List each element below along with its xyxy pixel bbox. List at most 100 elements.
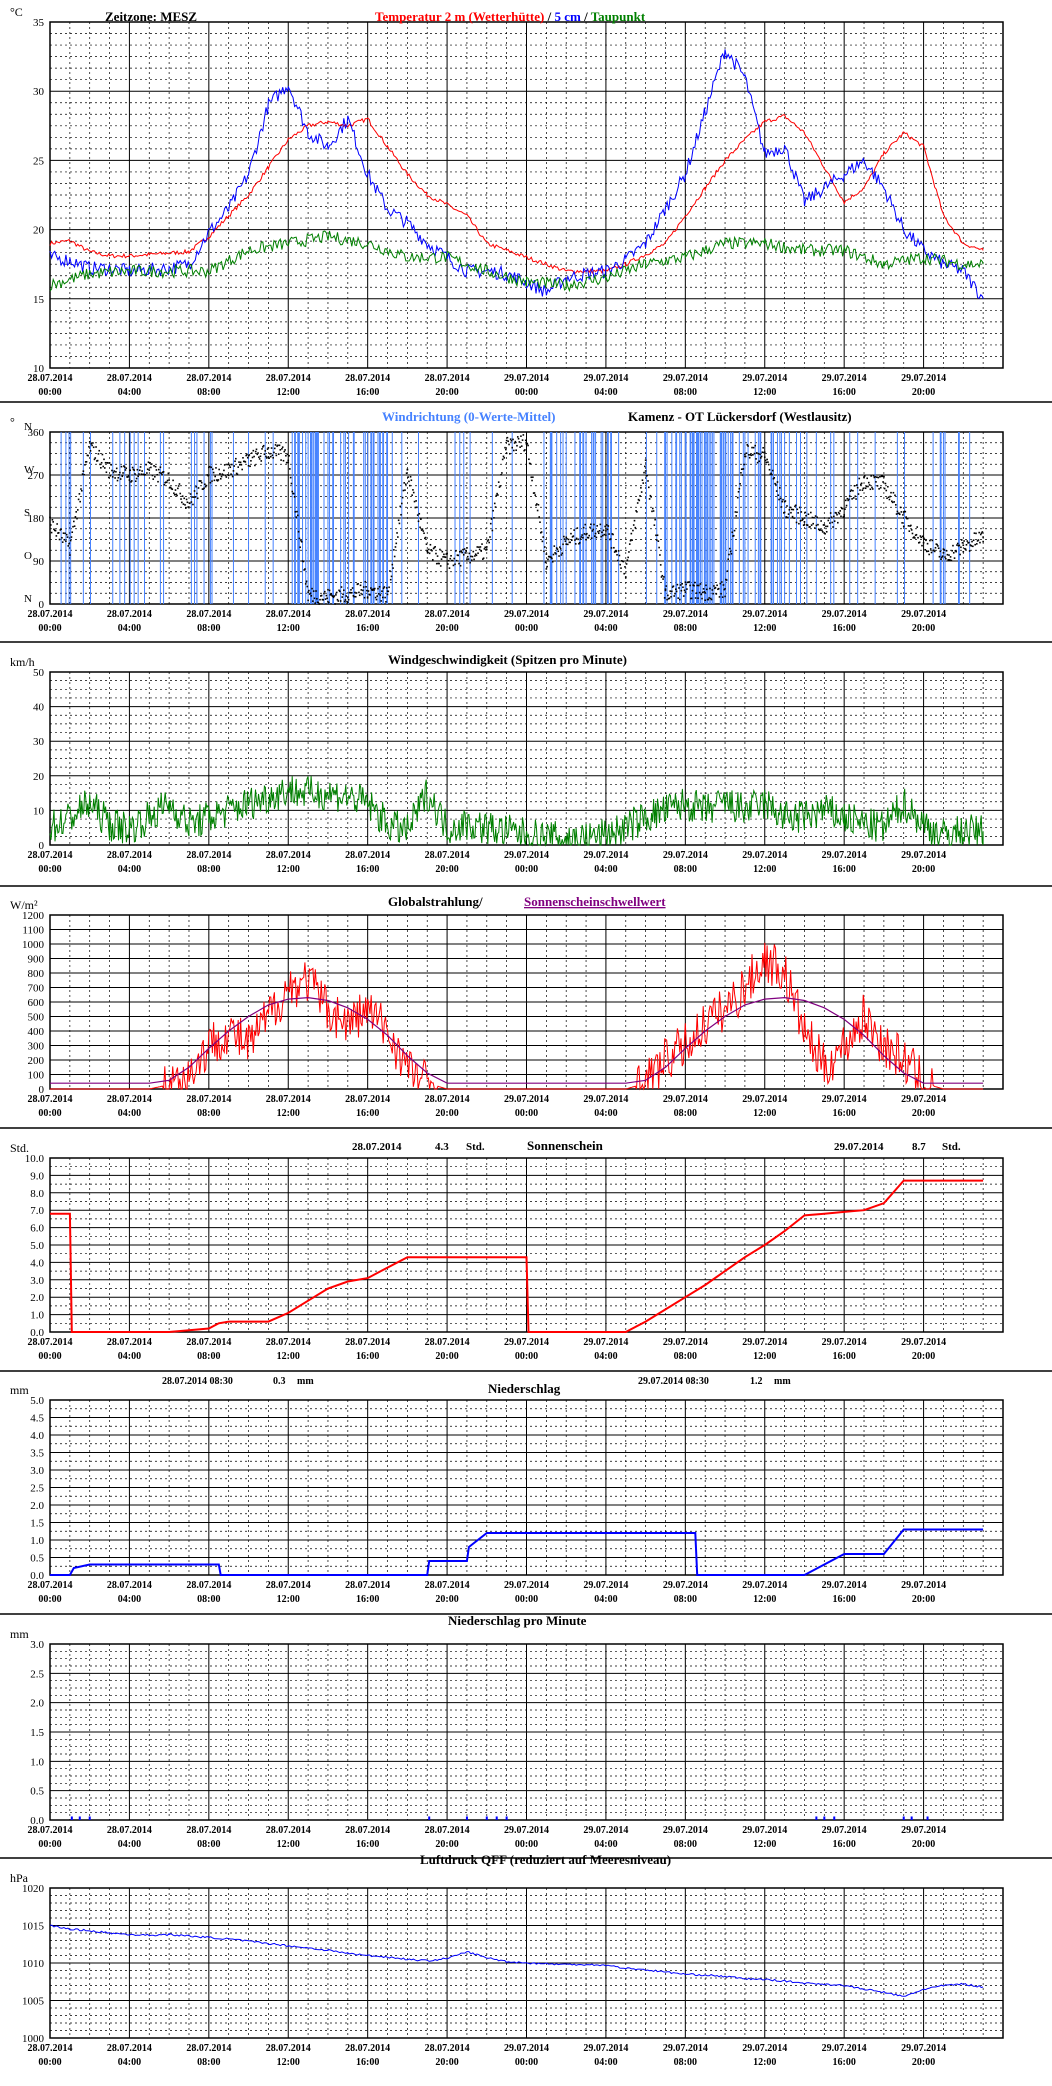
wind-direction-point	[910, 524, 912, 527]
wind-direction-point	[154, 475, 156, 478]
wind-direction-point	[459, 564, 462, 567]
wind-direction-point	[108, 462, 111, 464]
wind-direction-point	[278, 444, 281, 447]
x-tick-time: 20:00	[435, 387, 458, 398]
pressure-title: Luftdruck QFF (reduziert auf Meeresnivea…	[420, 1852, 671, 1867]
wind-direction-point	[632, 524, 635, 526]
wind-direction-point	[358, 591, 360, 594]
x-tick-time: 04:00	[594, 864, 617, 875]
wind-direction-point	[168, 479, 170, 481]
wind-direction-point	[240, 463, 243, 466]
wind-direction-point	[450, 554, 452, 557]
wind-direction-point	[737, 491, 740, 493]
x-tick-date: 29.07.2014	[901, 373, 946, 384]
wind-direction-point	[362, 586, 365, 588]
wind-direction-point	[107, 476, 110, 479]
wind-direction-point	[500, 473, 502, 476]
x-tick-date: 28.07.2014	[425, 1580, 470, 1591]
wind-direction-point	[100, 467, 102, 469]
x-tick-time: 16:00	[356, 1594, 379, 1605]
wind-direction-point	[454, 563, 456, 566]
y-tick-label: 0.0	[30, 1570, 44, 1582]
wind-direction-point	[372, 588, 375, 590]
wind-direction-point	[702, 588, 705, 590]
y-tick-label: 40	[33, 702, 45, 714]
wind-direction-point	[365, 585, 367, 588]
wind-direction-point	[863, 476, 865, 478]
wind-direction-point	[230, 473, 232, 475]
y-tick-label: 1.5	[30, 1518, 44, 1530]
wind-direction-point	[612, 533, 614, 536]
wind-direction-point	[311, 587, 313, 590]
wind-direction-point	[482, 557, 485, 560]
wind-direction-point	[504, 446, 506, 449]
wind-direction-point	[553, 545, 556, 547]
wind-direction-point	[339, 590, 341, 593]
wind-direction-point	[786, 516, 789, 519]
wind-direction-point	[860, 482, 863, 485]
wind-direction-point	[271, 454, 274, 457]
wind-direction-point	[212, 471, 215, 474]
y-tick-label: 1000	[22, 939, 45, 951]
wind-direction-point	[182, 503, 185, 505]
wind-direction-point	[939, 550, 942, 553]
wind-direction-point	[769, 473, 772, 476]
x-tick-date: 28.07.2014	[186, 2043, 231, 2054]
wind-direction-point	[448, 567, 451, 569]
wind-direction-point	[83, 473, 85, 476]
wind-direction-point	[975, 532, 977, 535]
precip-minute-title: Niederschlag pro Minute	[448, 1613, 587, 1628]
wind-direction-point	[684, 591, 687, 593]
wind-direction-point	[428, 548, 430, 551]
wind-direction-point	[829, 522, 831, 524]
wind-direction-point	[552, 553, 555, 556]
wind-direction-point	[904, 510, 907, 513]
wind-direction-point	[874, 476, 876, 478]
wind-direction-point	[683, 589, 686, 592]
wind-direction-point	[736, 496, 739, 499]
x-tick-date: 28.07.2014	[425, 1094, 470, 1105]
wind-direction-point	[97, 453, 100, 455]
x-tick-time: 16:00	[356, 387, 379, 398]
wind-direction-point	[910, 529, 913, 531]
wind-direction-point	[544, 561, 547, 564]
x-tick-time: 00:00	[38, 623, 61, 634]
panel-precip-min: 0.0 0.5 1.0 1.5 2.0 2.5 3.0 28.07.2014 00:00 28.0…	[10, 1613, 1004, 1850]
wind-direction-point	[698, 584, 700, 587]
wind-direction-point	[661, 574, 664, 577]
wind-direction-point	[674, 592, 676, 595]
wind-direction-point	[342, 593, 344, 596]
wind-direction-point	[892, 491, 895, 494]
wind-direction-point	[765, 461, 768, 464]
wind-direction-point	[275, 454, 278, 457]
y-tick-label: 30	[33, 736, 45, 748]
wind-direction-point	[798, 506, 801, 509]
wind-direction-point	[555, 552, 557, 555]
wind-direction-point	[638, 499, 641, 502]
x-tick-time: 20:00	[435, 864, 458, 875]
wind-direction-point	[833, 520, 836, 522]
wind-direction-point	[894, 504, 897, 506]
wind-direction-point	[152, 478, 155, 480]
x-tick-time: 16:00	[832, 2057, 855, 2068]
wind-direction-point	[540, 531, 543, 533]
wind-direction-point	[137, 475, 139, 477]
x-tick-date: 28.07.2014	[28, 373, 73, 384]
wind-direction-point	[663, 597, 666, 599]
wind-direction-point	[134, 480, 137, 483]
x-tick-time: 04:00	[118, 1594, 141, 1605]
wind-direction-point	[447, 559, 450, 562]
wind-direction-point	[335, 591, 338, 594]
wind-direction-point	[316, 597, 318, 600]
wind-direction-point	[467, 558, 470, 560]
wind-direction-point	[359, 584, 362, 587]
wind-direction-point	[585, 538, 587, 541]
wind-direction-point	[587, 537, 590, 539]
wind-direction-point	[341, 596, 344, 598]
wind-direction-point	[281, 447, 283, 450]
wind-direction-point	[102, 465, 105, 468]
wind-direction-point	[307, 599, 309, 602]
y-tick-label: 4.0	[30, 1430, 44, 1442]
wind-direction-point	[49, 516, 51, 519]
